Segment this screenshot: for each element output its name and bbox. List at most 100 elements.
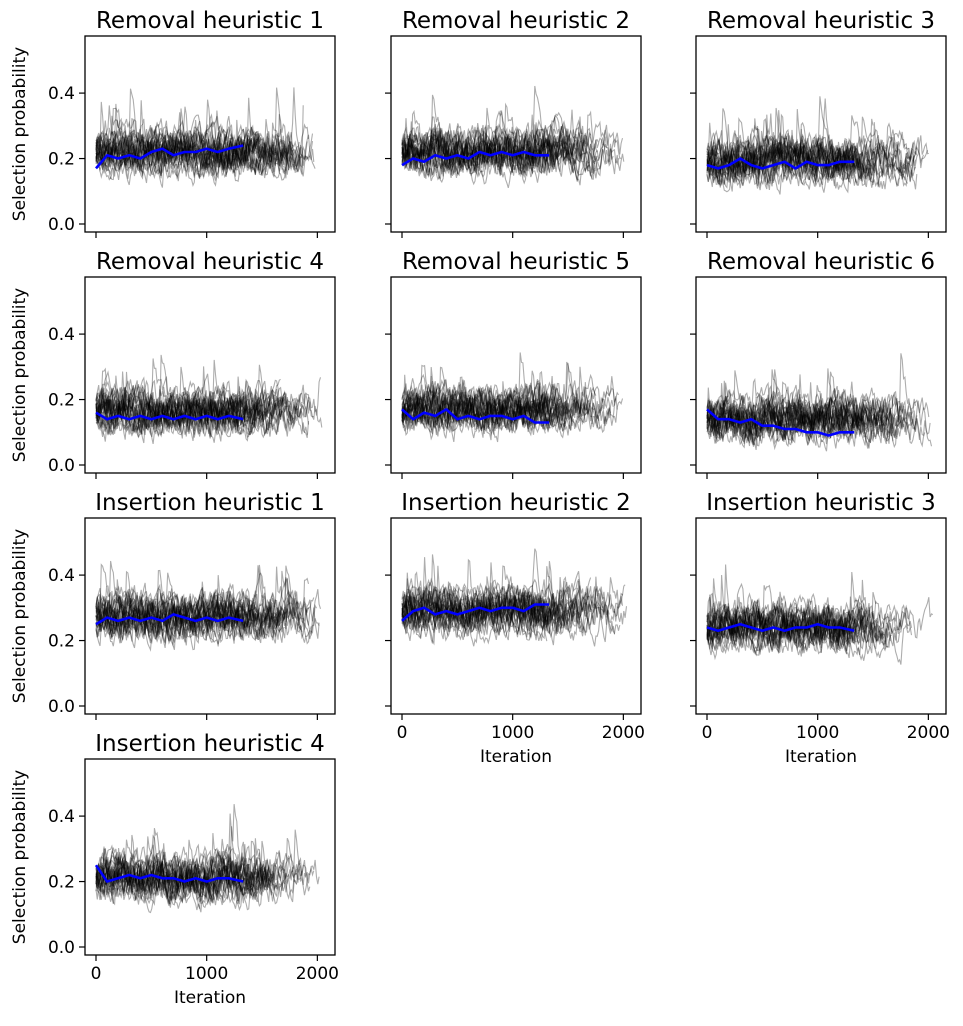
background-run-line xyxy=(95,101,292,177)
subplot-1: 0.0 0.2 0.4 Removal heuristic 1 Selection pr… xyxy=(10,8,336,238)
mean-series-line xyxy=(95,144,244,170)
background-run-line xyxy=(95,575,252,643)
background-run-line xyxy=(401,107,564,182)
x-tick-label: 2000 xyxy=(907,723,950,743)
background-run-line xyxy=(706,369,918,446)
background-run-line xyxy=(95,829,301,904)
background-run-line xyxy=(706,109,918,190)
subplot-title: Removal heuristic 6 xyxy=(707,249,935,275)
background-run-line xyxy=(401,571,616,635)
background-run-line xyxy=(95,117,314,181)
background-run-line xyxy=(706,118,901,189)
background-run-line xyxy=(401,130,545,175)
subplot-7: 0.0 0.2 0.4 Insertion heuristic 1 Selection … xyxy=(10,490,336,720)
y-tick-label: 0.4 xyxy=(48,325,75,345)
y-tick-label: 0.0 xyxy=(48,938,75,958)
background-runs xyxy=(95,560,322,652)
background-run-line xyxy=(401,557,621,647)
background-run-line xyxy=(95,586,244,642)
background-run-line xyxy=(706,108,917,187)
background-run-line xyxy=(706,382,854,451)
x-axis-label: Iteration xyxy=(480,747,552,767)
background-run-line xyxy=(706,96,925,188)
background-run-line xyxy=(95,593,303,648)
background-run-line xyxy=(95,844,311,911)
y-tick-label: 0.4 xyxy=(48,84,75,104)
background-run-line xyxy=(95,847,259,909)
background-run-line xyxy=(401,126,568,175)
background-run-line xyxy=(706,98,859,180)
background-runs xyxy=(401,548,628,647)
background-run-line xyxy=(95,852,276,911)
background-run-line xyxy=(401,586,598,641)
background-runs xyxy=(401,85,625,189)
subplot-title: Insertion heuristic 1 xyxy=(95,490,324,516)
background-run-line xyxy=(95,359,292,435)
background-run-line xyxy=(706,564,913,651)
background-run-line xyxy=(401,374,593,433)
background-run-line xyxy=(401,373,614,434)
background-run-line xyxy=(401,384,578,433)
background-run-line xyxy=(401,126,592,177)
subplot-title: Removal heuristic 1 xyxy=(96,8,324,34)
background-run-line xyxy=(95,87,316,179)
background-run-line xyxy=(706,387,910,446)
background-run-line xyxy=(95,590,299,640)
background-run-line xyxy=(706,132,850,194)
background-run-line xyxy=(95,88,262,172)
y-tick-label: 0.0 xyxy=(48,456,75,476)
background-run-line xyxy=(401,576,626,633)
background-run-line xyxy=(401,85,585,178)
background-run-line xyxy=(706,129,871,195)
background-run-line xyxy=(706,582,851,655)
mean-series-line xyxy=(706,157,855,170)
background-run-line xyxy=(706,116,849,187)
background-run-line xyxy=(95,582,322,647)
background-run-line xyxy=(95,560,280,637)
background-run-line xyxy=(401,380,558,434)
axes-frame xyxy=(390,276,642,474)
axes-frame xyxy=(390,35,642,233)
subplot-title: Removal heuristic 5 xyxy=(402,249,630,275)
background-run-line xyxy=(95,847,246,904)
background-run-line xyxy=(401,116,624,177)
subplot-8: 0 1000 2000 Insertion heuristic 2 Iteration xyxy=(385,490,645,767)
background-run-line xyxy=(95,813,268,899)
background-run-line xyxy=(401,110,620,176)
background-run-line xyxy=(95,833,267,905)
background-run-line xyxy=(95,115,290,179)
background-run-line xyxy=(95,119,278,181)
background-run-line xyxy=(95,587,260,647)
background-run-line xyxy=(706,384,889,449)
subplot-4: 0.0 0.2 0.4 Removal heuristic 4 Selection pr… xyxy=(10,249,336,479)
background-run-line xyxy=(706,124,882,187)
background-run-line xyxy=(95,103,304,175)
subplot-2: Removal heuristic 2 xyxy=(385,8,642,238)
background-run-line xyxy=(401,109,596,180)
background-run-line xyxy=(95,572,275,640)
background-run-line xyxy=(401,94,549,173)
subplot-title: Removal heuristic 3 xyxy=(707,8,935,34)
background-run-line xyxy=(706,385,898,447)
background-run-line xyxy=(706,389,917,446)
background-run-line xyxy=(95,850,307,907)
background-run-line xyxy=(401,385,549,431)
background-run-line xyxy=(95,107,304,183)
y-tick-label: 0.2 xyxy=(48,632,75,652)
background-run-line xyxy=(706,134,855,190)
background-run-line xyxy=(95,827,246,897)
background-run-line xyxy=(401,577,565,638)
background-run-line xyxy=(401,129,574,189)
background-runs xyxy=(401,352,624,443)
background-run-line xyxy=(706,135,929,193)
background-run-line xyxy=(95,839,298,908)
background-run-line xyxy=(401,127,565,178)
mean-series-line xyxy=(94,864,244,883)
background-run-line xyxy=(95,594,251,651)
background-run-line xyxy=(95,388,282,438)
mean-series-line xyxy=(706,408,855,437)
background-run-line xyxy=(706,578,849,653)
background-run-line xyxy=(401,561,624,643)
background-run-line xyxy=(706,388,870,444)
background-run-line xyxy=(706,606,851,650)
